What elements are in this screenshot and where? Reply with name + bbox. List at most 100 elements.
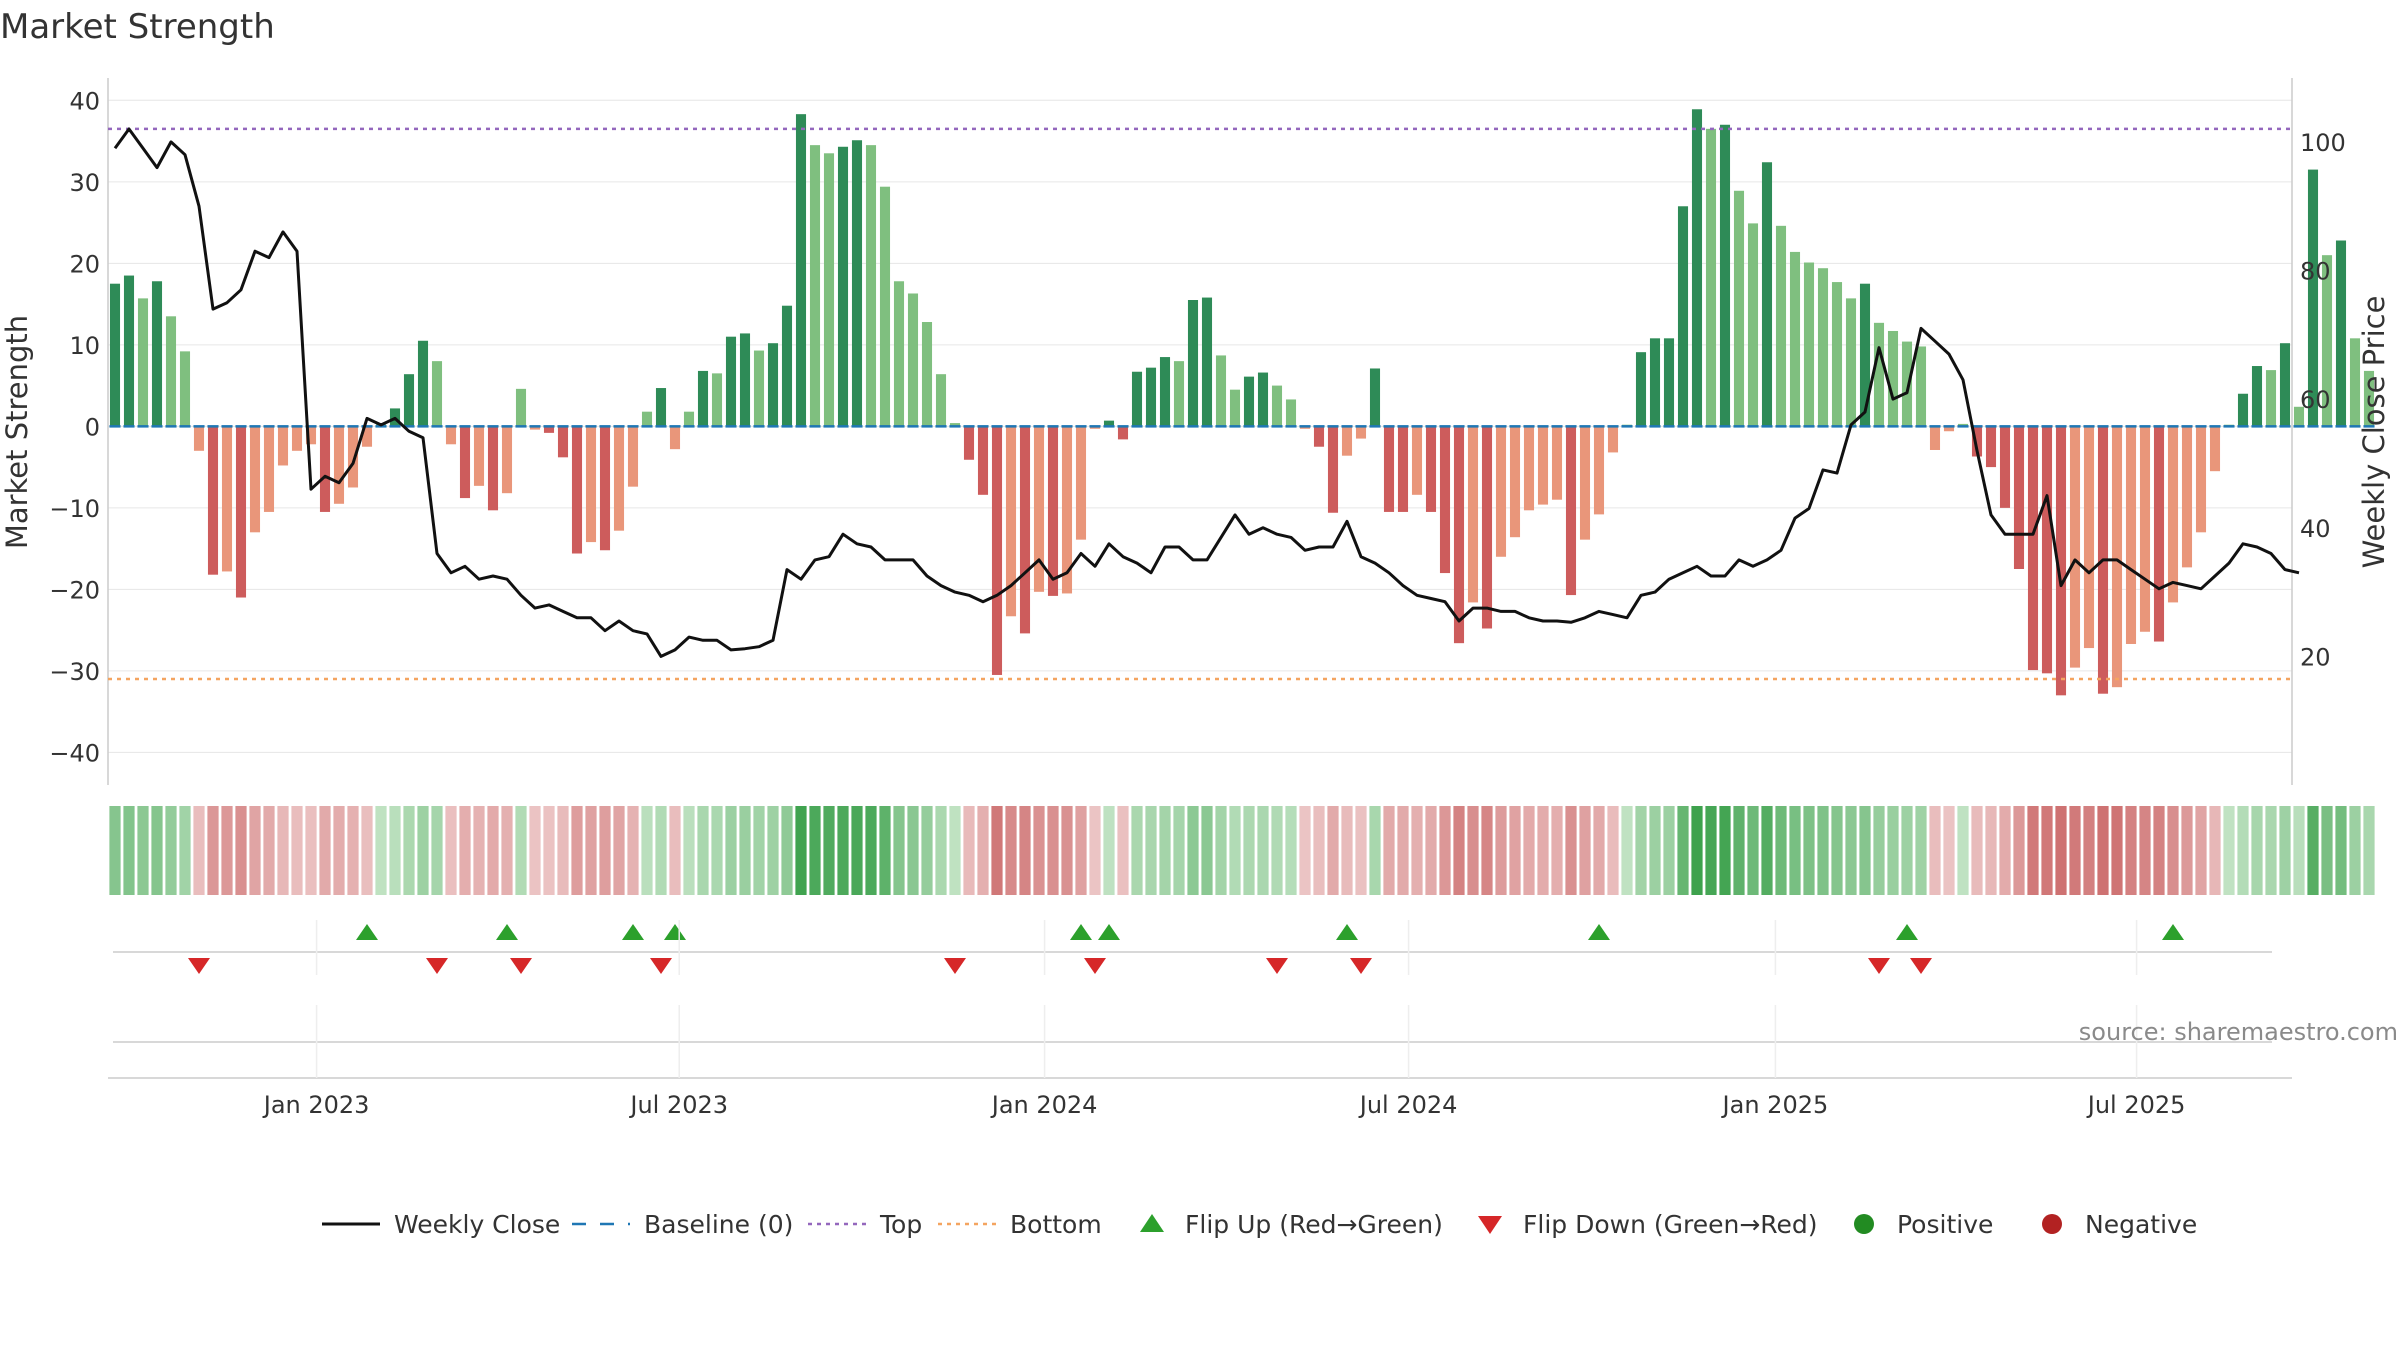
strength-bar: [599, 426, 611, 551]
heat-cell: [109, 806, 121, 895]
heat-cell: [1957, 806, 1969, 895]
heat-cell: [2321, 806, 2333, 895]
strength-bar: [935, 374, 947, 427]
heat-cell: [2307, 806, 2319, 895]
heat-cell: [459, 806, 471, 895]
strength-bar: [333, 426, 345, 504]
strength-bar: [1033, 426, 1045, 592]
strength-bar: [137, 298, 149, 427]
strength-bar: [235, 426, 247, 598]
heat-cell: [2069, 806, 2081, 895]
heat-cell: [1453, 806, 1465, 895]
heat-cell: [1075, 806, 1087, 895]
heat-cell: [921, 806, 933, 895]
strength-bar: [1691, 109, 1703, 427]
strength-bar: [193, 426, 205, 451]
strength-bar: [1915, 346, 1927, 427]
strength-bar: [1831, 282, 1843, 427]
strength-bar: [2293, 406, 2305, 427]
strength-bar: [1705, 128, 1717, 427]
heat-cell: [1061, 806, 1073, 895]
heat-cell: [1999, 806, 2011, 895]
heat-cell: [1187, 806, 1199, 895]
strength-bar: [991, 426, 1003, 675]
legend-label: Weekly Close: [394, 1210, 560, 1239]
heat-cell: [1677, 806, 1689, 895]
strength-bar: [403, 374, 415, 427]
strength-bar: [2237, 393, 2249, 427]
strength-bar: [1425, 426, 1437, 512]
legend-item: Negative: [2042, 1210, 2197, 1239]
strength-bar: [865, 145, 877, 427]
strength-bar: [2013, 426, 2025, 569]
chart-title: Market Strength: [0, 7, 275, 47]
left-tick-label: −30: [49, 658, 100, 686]
heat-cell: [165, 806, 177, 895]
legend-swatch-flip-down: [1478, 1216, 1502, 1234]
heat-cell: [1971, 806, 1983, 895]
heat-cell: [151, 806, 163, 895]
flip-up-marker: [664, 924, 686, 940]
heat-cell: [2251, 806, 2263, 895]
strength-bar: [487, 426, 499, 511]
strength-bar: [1509, 426, 1521, 538]
heat-cell: [1761, 806, 1773, 895]
strength-bar: [347, 426, 359, 488]
x-tick-label: Jan 2023: [262, 1091, 370, 1119]
strength-bar: [2069, 426, 2081, 668]
heat-cell: [1803, 806, 1815, 895]
strength-bar: [697, 370, 709, 427]
strength-bar: [529, 426, 541, 430]
heat-cell: [963, 806, 975, 895]
heat-cell: [2013, 806, 2025, 895]
strength-bar: [2209, 426, 2221, 472]
heat-cell: [361, 806, 373, 895]
strength-bar: [1929, 426, 1941, 450]
heat-cell: [1481, 806, 1493, 895]
strength-bar: [837, 146, 849, 427]
left-tick-label: 40: [69, 87, 100, 115]
weekly-close-series: [113, 127, 2300, 658]
heat-cell: [1551, 806, 1563, 895]
strength-bar: [361, 426, 373, 447]
x-tick-label: Jul 2023: [628, 1091, 728, 1119]
heat-cell: [697, 806, 709, 895]
left-tick-label: −20: [49, 576, 100, 604]
strength-bar: [767, 343, 779, 427]
heat-cell: [809, 806, 821, 895]
strength-bar: [1075, 426, 1087, 540]
legend-item: Top: [808, 1210, 922, 1239]
x-tick-label: Jul 2025: [2086, 1091, 2186, 1119]
heat-cell: [1929, 806, 1941, 895]
heat-cell: [235, 806, 247, 895]
flip-up-marker: [2162, 924, 2184, 940]
strength-bar: [277, 426, 289, 466]
heat-cell: [263, 806, 275, 895]
heat-cell: [319, 806, 331, 895]
strength-bar: [781, 305, 793, 427]
strength-bar: [2307, 169, 2319, 427]
reference-lines: [108, 127, 2292, 681]
heat-cell: [627, 806, 639, 895]
strength-bar: [907, 293, 919, 427]
flip-up-marker: [1098, 924, 1120, 940]
heat-cell: [1663, 806, 1675, 895]
right-tick-label: 60: [2300, 386, 2331, 414]
heat-cell: [1313, 806, 1325, 895]
flip-up-marker: [1070, 924, 1092, 940]
heat-cell: [389, 806, 401, 895]
heat-cell: [1383, 806, 1395, 895]
legend-label: Negative: [2085, 1210, 2197, 1239]
heat-cell: [1705, 806, 1717, 895]
heat-cell: [487, 806, 499, 895]
flip-up-marker: [496, 924, 518, 940]
strength-bar: [123, 275, 135, 427]
flip-up-marker: [1588, 924, 1610, 940]
strength-bar: [1495, 426, 1507, 557]
heat-cell: [571, 806, 583, 895]
heat-cell: [2279, 806, 2291, 895]
strength-bar: [1649, 338, 1661, 427]
strength-bar: [977, 426, 989, 495]
heat-cell: [655, 806, 667, 895]
strength-bar: [1327, 426, 1339, 513]
